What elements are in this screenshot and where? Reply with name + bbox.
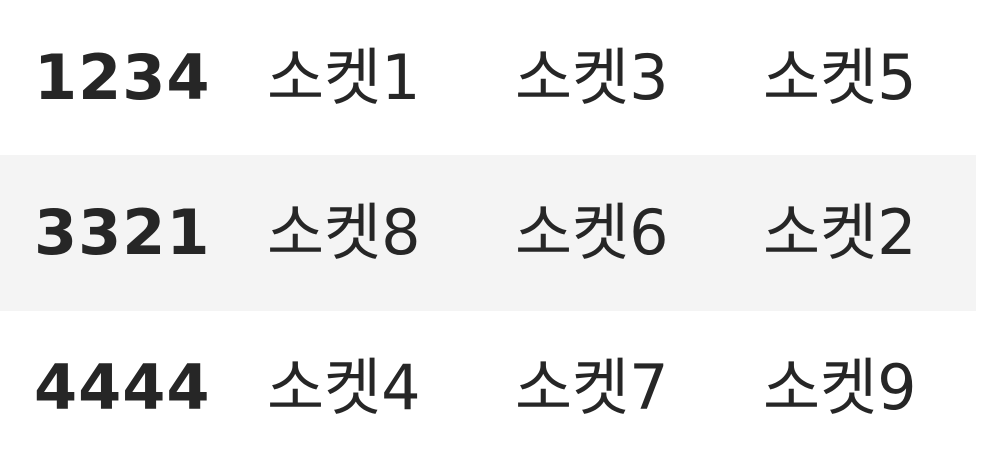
row-id: 3321 xyxy=(34,195,211,269)
row-id: 4444 xyxy=(34,351,211,425)
socket-cell: 소켓9 xyxy=(763,351,917,425)
row-id: 1234 xyxy=(34,40,211,114)
socket-cell: 소켓6 xyxy=(515,195,669,269)
socket-cell: 소켓5 xyxy=(763,40,917,114)
table-row: 4444 소켓4 소켓7 소켓9 xyxy=(0,311,976,466)
table-row: 3321 소켓8 소켓6 소켓2 xyxy=(0,155,976,311)
socket-cell: 소켓4 xyxy=(267,351,421,425)
table-row: 1234 소켓1 소켓3 소켓5 xyxy=(0,0,976,155)
socket-cell: 소켓7 xyxy=(515,351,669,425)
socket-cell: 소켓3 xyxy=(515,40,669,114)
socket-cell: 소켓8 xyxy=(267,195,421,269)
socket-cell: 소켓1 xyxy=(267,40,421,114)
socket-cell: 소켓2 xyxy=(763,195,917,269)
